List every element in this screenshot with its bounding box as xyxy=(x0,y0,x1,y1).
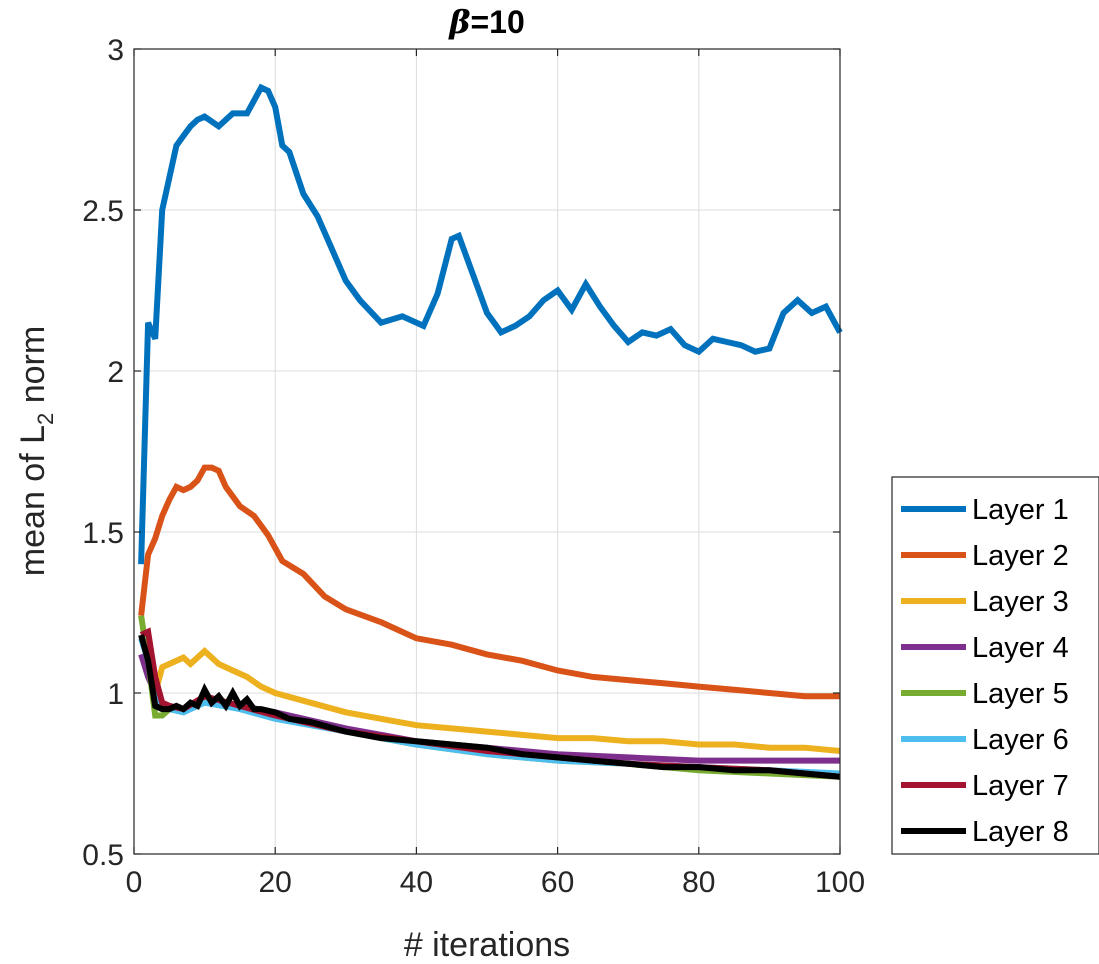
axis-ticks: 0 20 40 60 80 100 0.5 1 1.5 2 2.5 3 xyxy=(82,34,865,899)
legend-label-layer-1: Layer 1 xyxy=(972,494,1069,526)
plot-background xyxy=(134,49,840,854)
y-label-suffix: norm xyxy=(14,326,52,413)
legend-label-layer-7: Layer 7 xyxy=(972,770,1069,802)
series-line-layer-1 xyxy=(138,83,843,565)
legend-label-layer-8: Layer 8 xyxy=(972,816,1069,848)
x-axis-label: # iterations xyxy=(404,926,570,964)
y-tick-label: 1.5 xyxy=(82,517,124,550)
legend: Layer 1 Layer 2 Layer 3 Layer 4 Layer 5 Layer… xyxy=(891,476,1099,855)
series-lines xyxy=(138,83,843,780)
x-tick-label: 100 xyxy=(815,866,865,899)
grid-lines xyxy=(133,48,841,855)
chart-title: β=10 xyxy=(448,3,525,41)
y-axis-label: mean of L2 norm xyxy=(14,326,58,576)
y-tick-label: 1 xyxy=(107,678,124,711)
x-tick-label: 80 xyxy=(682,866,715,899)
legend-label-layer-2: Layer 2 xyxy=(972,540,1069,572)
x-tick-label: 60 xyxy=(541,866,574,899)
y-tick-label: 2 xyxy=(107,356,124,389)
plot-frame xyxy=(133,48,841,855)
series-line-layer-2 xyxy=(138,464,840,700)
series-line-layer-3 xyxy=(139,636,841,754)
legend-label-layer-4: Layer 4 xyxy=(972,632,1069,664)
x-tick-label: 40 xyxy=(400,866,433,899)
y-tick-label: 3 xyxy=(107,34,124,67)
y-label-subscript: 2 xyxy=(33,413,58,425)
y-tick-label: 2.5 xyxy=(82,195,124,228)
legend-label-layer-6: Layer 6 xyxy=(972,724,1069,756)
x-tick-label: 0 xyxy=(126,866,143,899)
legend-box xyxy=(891,476,1099,855)
legend-label-layer-3: Layer 3 xyxy=(972,586,1069,618)
y-tick-label: 0.5 xyxy=(82,839,124,872)
x-tick-label: 20 xyxy=(259,866,292,899)
legend-label-layer-5: Layer 5 xyxy=(972,678,1069,710)
title-value: =10 xyxy=(470,4,524,40)
y-label-prefix: mean of L xyxy=(14,425,52,576)
series-line-layer-8 xyxy=(138,634,841,780)
title-symbol: β xyxy=(448,3,470,41)
